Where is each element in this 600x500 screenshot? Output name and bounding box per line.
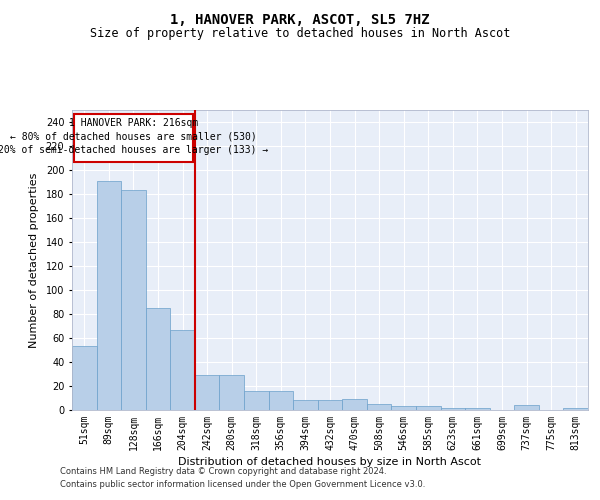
Bar (195, 375, 220, 410)
Bar (244, 391, 269, 410)
X-axis label: Distribution of detached houses by size in North Ascot: Distribution of detached houses by size … (179, 457, 482, 467)
Bar (391, 406, 416, 410)
Bar (367, 404, 391, 410)
Bar (416, 406, 440, 410)
Bar (72, 346, 97, 410)
Bar (220, 375, 244, 410)
Text: ← 80% of detached houses are smaller (530): ← 80% of detached houses are smaller (53… (10, 132, 257, 141)
Bar (97, 181, 121, 410)
Text: Size of property relative to detached houses in North Ascot: Size of property relative to detached ho… (90, 28, 510, 40)
Bar (342, 399, 367, 410)
Bar (563, 408, 588, 410)
Bar (293, 400, 318, 410)
Text: Contains HM Land Registry data © Crown copyright and database right 2024.: Contains HM Land Registry data © Crown c… (60, 467, 386, 476)
Bar (170, 330, 195, 410)
Y-axis label: Number of detached properties: Number of detached properties (29, 172, 39, 348)
Bar (269, 391, 293, 410)
Text: 1 HANOVER PARK: 216sqm: 1 HANOVER PARK: 216sqm (69, 118, 198, 128)
Bar (318, 400, 342, 410)
Text: 20% of semi-detached houses are larger (133) →: 20% of semi-detached houses are larger (… (0, 145, 269, 155)
Bar (146, 308, 170, 410)
Bar (465, 408, 490, 410)
Bar (440, 408, 465, 410)
Bar (74, 114, 193, 162)
Text: Contains public sector information licensed under the Open Government Licence v3: Contains public sector information licen… (60, 480, 425, 489)
Text: 1, HANOVER PARK, ASCOT, SL5 7HZ: 1, HANOVER PARK, ASCOT, SL5 7HZ (170, 12, 430, 26)
Bar (121, 190, 146, 410)
Bar (514, 405, 539, 410)
